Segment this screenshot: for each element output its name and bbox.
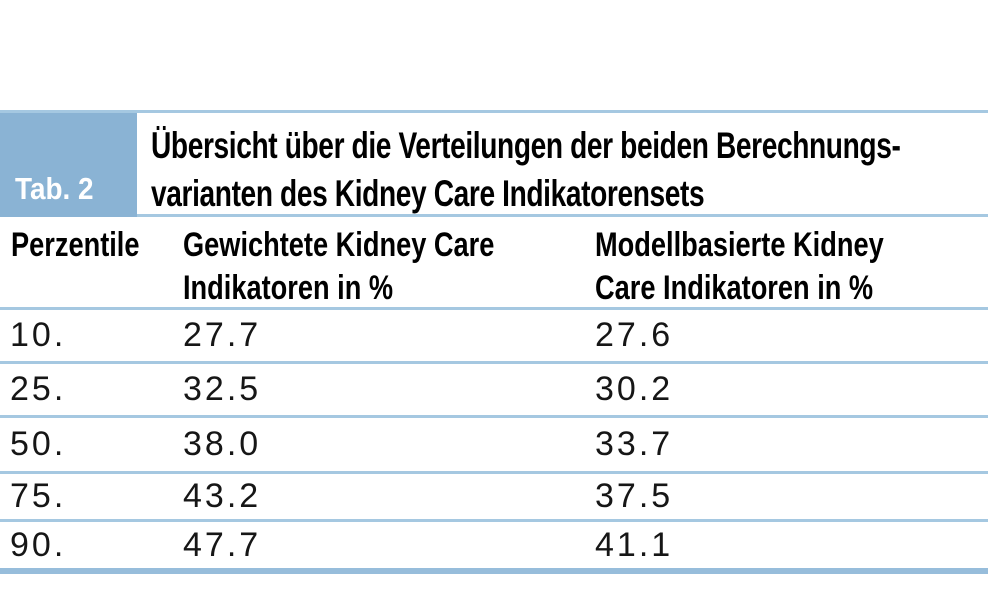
col-header-model-line-1: Modellbasierte Kidney xyxy=(595,226,884,264)
cell-weighted: 38.0 xyxy=(183,425,262,463)
col-header-weighted: Gewichtete Kidney Care Indikatoren in % xyxy=(183,224,595,310)
col-header-model-line-2: Care Indikatoren in % xyxy=(595,269,874,307)
table-row: 90. 47.7 41.1 xyxy=(0,522,988,574)
table-row: 75. 43.2 37.5 xyxy=(0,474,988,522)
col-header-weighted-line-2: Indikatoren in % xyxy=(183,269,394,307)
cell-model: 30.2 xyxy=(595,370,674,408)
table-row: 50. 38.0 33.7 xyxy=(0,418,988,474)
cell-percentile: 50. xyxy=(10,425,67,463)
cell-weighted: 32.5 xyxy=(183,370,262,408)
table-number-badge: Tab. 2 xyxy=(0,113,137,217)
cell-model: 27.6 xyxy=(595,316,674,354)
column-header-row: Perzentile Gewichtete Kidney Care Indika… xyxy=(0,217,988,310)
table-number-label: Tab. 2 xyxy=(15,171,94,206)
figure-header-band: Tab. 2 Übersicht über die Verteilungen d… xyxy=(0,110,988,217)
cell-percentile: 10. xyxy=(10,316,67,354)
cell-weighted: 27.7 xyxy=(183,316,262,354)
table-title-line-1: Übersicht über die Verteilungen der beid… xyxy=(151,125,901,166)
col-header-weighted-line-1: Gewichtete Kidney Care xyxy=(183,226,495,264)
cell-weighted: 43.2 xyxy=(183,477,262,515)
cell-model: 41.1 xyxy=(595,525,674,564)
table-body: 10. 27.7 27.6 25. 32.5 30.2 50. 38.0 33.… xyxy=(0,310,988,574)
col-header-percentile: Perzentile xyxy=(0,224,183,310)
cell-model: 37.5 xyxy=(595,477,674,515)
table-figure: Tab. 2 Übersicht über die Verteilungen d… xyxy=(0,110,988,574)
col-header-model: Modellbasierte Kidney Care Indikatoren i… xyxy=(595,224,988,310)
cell-percentile: 90. xyxy=(10,525,67,564)
col-header-percentile-label: Perzentile xyxy=(11,226,140,264)
table-title-line-2: varianten des Kidney Care Indikatorenset… xyxy=(151,173,705,214)
cell-weighted: 47.7 xyxy=(183,525,262,564)
cell-percentile: 25. xyxy=(10,370,67,408)
table-row: 10. 27.7 27.6 xyxy=(0,310,988,364)
cell-percentile: 75. xyxy=(10,477,67,515)
table-row: 25. 32.5 30.2 xyxy=(0,364,988,418)
cell-model: 33.7 xyxy=(595,425,674,463)
table-title: Übersicht über die Verteilungen der beid… xyxy=(137,113,988,217)
